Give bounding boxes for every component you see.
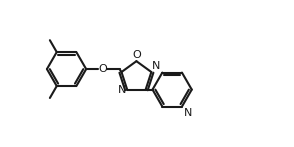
Text: O: O: [98, 64, 107, 74]
Text: N: N: [152, 61, 161, 71]
Text: N: N: [184, 108, 192, 118]
Text: O: O: [132, 50, 141, 60]
Text: N: N: [118, 85, 126, 95]
